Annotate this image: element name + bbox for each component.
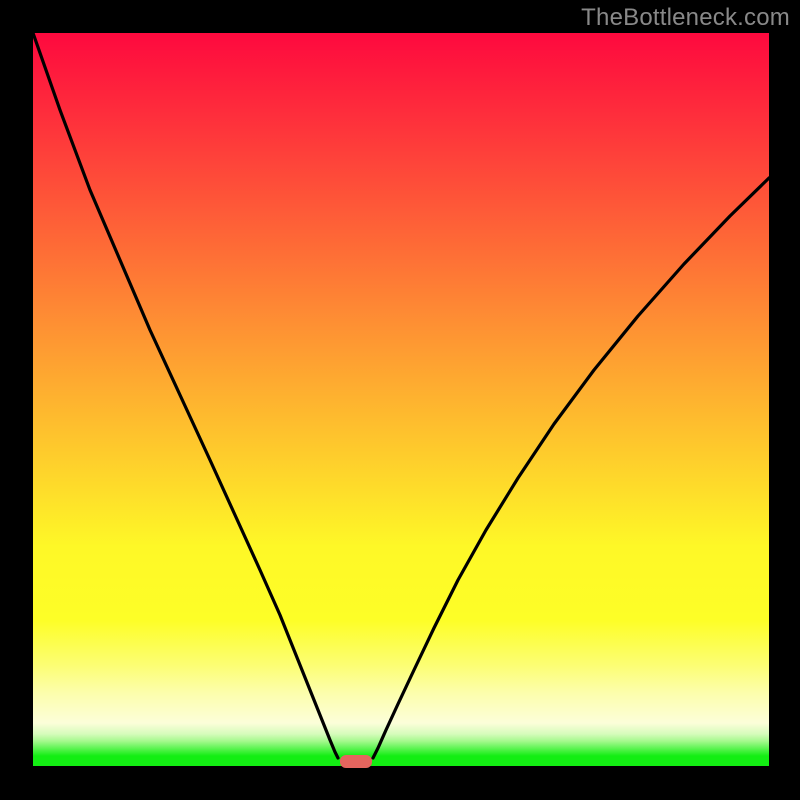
plot-gradient-background bbox=[33, 33, 769, 767]
watermark-text: TheBottleneck.com bbox=[581, 4, 790, 32]
chart-container: TheBottleneck.com bbox=[0, 0, 800, 800]
bottleneck-chart bbox=[0, 0, 800, 800]
bottleneck-marker bbox=[340, 755, 372, 768]
